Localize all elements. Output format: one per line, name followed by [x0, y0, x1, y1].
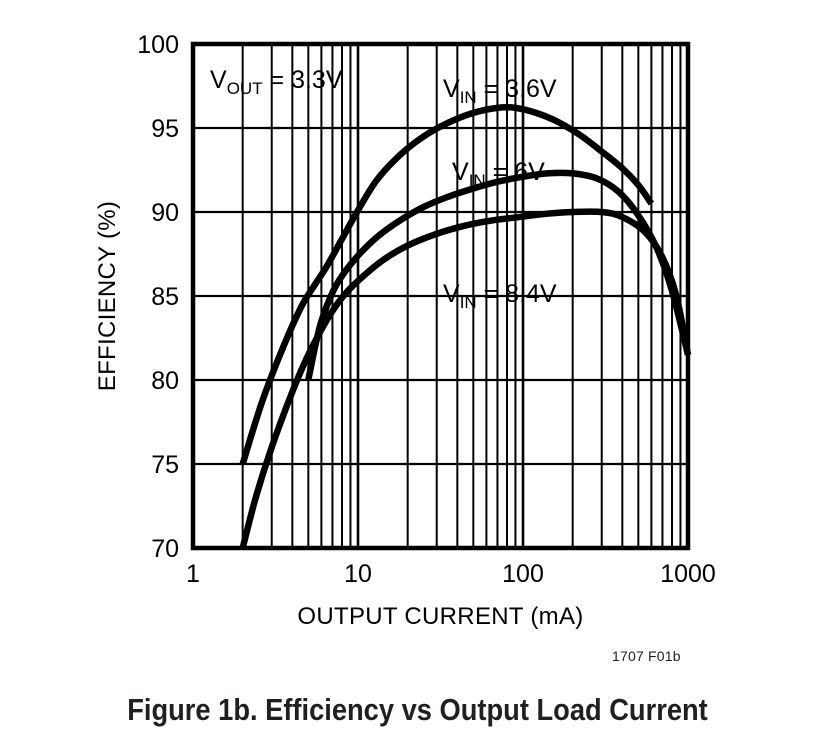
- y-major-gridlines: [193, 126, 688, 466]
- x-tick-label: 1: [186, 560, 200, 588]
- y-tick-label: 70: [151, 535, 179, 563]
- vin-84-annotation: VIN = 8.4V: [443, 280, 557, 312]
- y-tick-label: 80: [151, 367, 179, 395]
- series-group: [239, 103, 692, 549]
- series-line-2: [239, 208, 692, 549]
- series-line-1: [305, 169, 692, 381]
- figure-caption: Figure 1b. Efficiency vs Output Load Cur…: [127, 692, 708, 727]
- vin-6-annotation: VIN = 6V: [452, 158, 545, 190]
- x-tick-labels: 1 10 100 1000: [186, 560, 716, 588]
- x-axis-title: OUTPUT CURRENT (mA): [297, 603, 583, 630]
- y-axis-title: EFFICIENCY (%): [94, 201, 121, 391]
- plot-svg: 70 75 80 85 90 95 100 1 10 100 1000 OUTPUT CURRENT …: [94, 31, 716, 630]
- y-tick-label: 90: [151, 199, 179, 227]
- y-tick-label: 100: [137, 31, 179, 59]
- y-tick-label: 75: [151, 451, 179, 479]
- series-line-0: [239, 103, 655, 465]
- y-tick-label: 85: [151, 283, 179, 311]
- vout-annotation: VOUT = 3.3V: [210, 66, 343, 98]
- figure-id-label: 1707 F01b: [612, 648, 681, 664]
- y-tick-label: 95: [151, 115, 179, 143]
- x-tick-label: 100: [502, 560, 544, 588]
- y-tick-labels: 70 75 80 85 90 95 100: [137, 31, 179, 563]
- efficiency-chart: 70 75 80 85 90 95 100 1 10 100 1000 OUTPUT CURRENT …: [94, 31, 716, 630]
- vin-36-annotation: VIN = 3.6V: [443, 75, 557, 107]
- annotations-group: VOUT = 3.3V VIN = 3.6V VIN = 6V VIN = 8.4V: [210, 66, 557, 312]
- x-tick-label: 10: [344, 560, 372, 588]
- x-tick-label: 1000: [660, 560, 716, 588]
- plot-frame: [190, 41, 691, 551]
